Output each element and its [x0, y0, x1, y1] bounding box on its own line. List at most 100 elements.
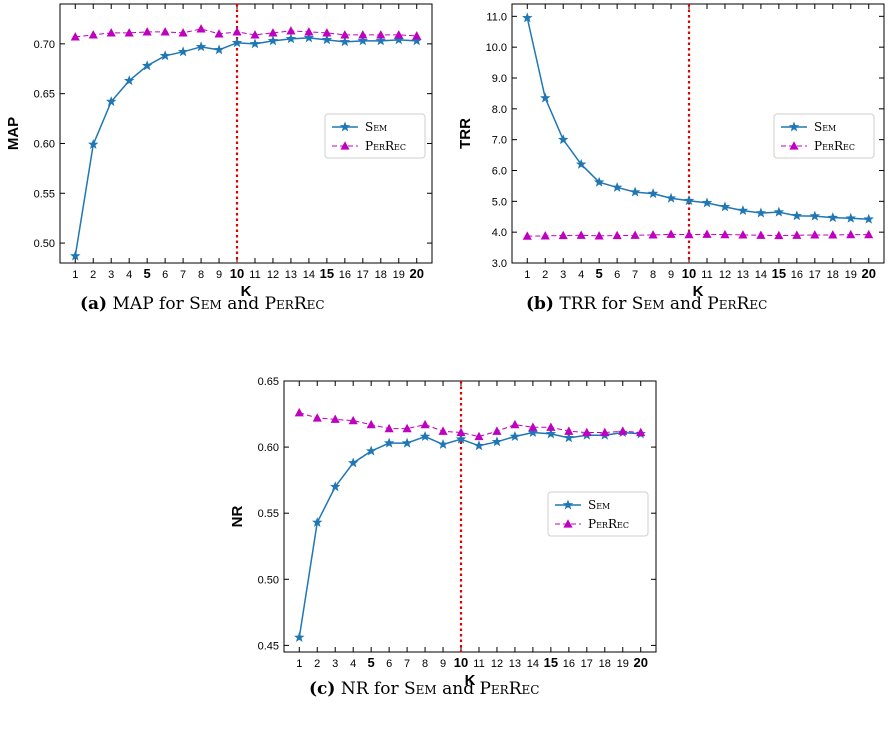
x-tick-label: 8	[422, 658, 428, 670]
legend: Sem PerRec	[324, 113, 426, 159]
data-point-triangle	[412, 31, 422, 40]
data-point-triangle	[178, 28, 188, 37]
y-tick-label: 7.0	[492, 135, 507, 147]
y-axis-ticks: 3.0 4.0 5.0 6.0 7.0 8.0 9.0 10.0 11.0	[486, 11, 884, 270]
x-tick-label: 6	[386, 658, 392, 670]
legend-box	[773, 113, 875, 159]
data-point-triangle	[738, 230, 748, 239]
x-tick-label: 5	[596, 266, 603, 281]
data-point-star	[347, 457, 359, 468]
y-tick-label: 10.0	[486, 42, 507, 54]
data-point-triangle	[376, 30, 386, 39]
plot-frame	[511, 3, 885, 264]
legend-marker-star	[788, 121, 800, 132]
y-tick-label: 0.55	[258, 508, 279, 520]
data-point-star	[365, 445, 377, 456]
x-tick-label: 5	[368, 655, 375, 670]
legend-label: Sem	[365, 120, 387, 134]
data-point-star	[303, 32, 315, 43]
data-point-star	[473, 440, 485, 451]
data-point-triangle	[294, 407, 304, 417]
x-tick-label: 13	[285, 269, 297, 281]
data-point-triangle	[594, 231, 604, 240]
data-point-star	[357, 35, 369, 46]
data-point-star	[665, 192, 677, 203]
data-point-star	[701, 197, 713, 208]
data-point-star	[809, 210, 821, 221]
data-point-triangle	[666, 229, 676, 238]
y-tick-label: 5.0	[492, 196, 507, 208]
data-point-triangle	[250, 30, 260, 39]
x-tick-label: 7	[180, 269, 186, 281]
data-point-star	[411, 35, 422, 46]
data-point-star	[329, 481, 341, 492]
series-line	[527, 233, 869, 237]
data-point-triangle	[864, 229, 874, 239]
x-tick-label: 9	[668, 269, 674, 281]
series-line	[74, 37, 417, 257]
caption: (b) TRR for Sem and PerRec	[526, 294, 767, 314]
caption-text: MAP for	[107, 294, 189, 314]
y-tick-label: 4.0	[492, 227, 507, 239]
caption-text: TRR for	[554, 294, 632, 314]
data-point-triangle	[348, 415, 358, 425]
y-axis-label: NR	[229, 506, 246, 528]
data-point-triangle	[720, 229, 730, 239]
x-tick-label: 13	[509, 658, 521, 670]
x-tick-label: 11	[249, 269, 260, 281]
data-point-triangle	[492, 426, 502, 435]
series-perrec	[70, 24, 422, 41]
data-point-triangle	[612, 230, 622, 240]
series-perrec	[294, 407, 646, 441]
data-point-star	[540, 92, 551, 103]
caption: (a) MAP for Sem and PerRec	[80, 294, 325, 314]
data-point-star	[105, 96, 117, 107]
data-point-star	[719, 201, 731, 212]
x-tick-label: 9	[440, 658, 446, 670]
data-point-star	[545, 428, 557, 439]
x-tick-label: 1	[524, 269, 530, 281]
data-point-star	[845, 212, 856, 223]
legend-box	[547, 491, 649, 537]
data-point-star	[755, 207, 767, 218]
data-point-star	[563, 432, 575, 443]
data-point-triangle	[106, 28, 116, 37]
x-tick-label: 8	[650, 269, 656, 281]
y-tick-label: 8.0	[492, 104, 507, 116]
y-axis-ticks: 0.50 0.55 0.60 0.65 0.70	[34, 39, 432, 250]
x-tick-label: 7	[632, 269, 638, 281]
data-point-star	[267, 35, 279, 46]
x-axis-ticks: 1 2 3 4 5 6 7 8 9 10 11 12 13 14 15 16 17 18 19 20	[72, 4, 424, 281]
data-point-star	[522, 12, 533, 23]
data-point-star	[437, 438, 449, 449]
caption-text: and	[665, 294, 708, 314]
y-tick-label: 0.70	[34, 39, 55, 51]
data-point-triangle	[648, 230, 658, 239]
data-point-star	[321, 34, 333, 45]
y-axis-ticks: 0.45 0.50 0.55 0.60 0.65	[258, 376, 656, 652]
x-tick-label: 12	[267, 269, 279, 281]
x-tick-label: 12	[719, 269, 731, 281]
data-point-triangle	[618, 426, 628, 435]
data-point-star	[575, 158, 587, 169]
caption-text: Sem	[404, 679, 437, 699]
data-point-triangle	[558, 230, 568, 240]
caption-tag: (b)	[526, 294, 554, 314]
x-tick-label: 17	[809, 269, 821, 281]
x-tick-label: 6	[162, 269, 168, 281]
data-point-star	[312, 516, 323, 527]
x-tick-label: 10	[230, 266, 244, 281]
data-point-star	[827, 212, 839, 223]
x-tick-label: 10	[454, 655, 468, 670]
x-tick-label: 11	[473, 658, 484, 670]
data-point-triangle	[774, 230, 784, 240]
data-point-triangle	[540, 231, 550, 240]
data-point-star	[393, 34, 404, 45]
x-axis-ticks: 1 2 3 4 5 6 7 8 9 10 11 12 13 14 15 16 17 18 19 20	[296, 381, 648, 670]
legend-label: Sem	[588, 498, 610, 512]
x-tick-label: 3	[560, 269, 566, 281]
x-tick-label: 15	[772, 266, 786, 281]
x-tick-label: 1	[296, 658, 302, 670]
data-point-triangle	[636, 427, 646, 437]
data-point-triangle	[394, 30, 404, 39]
